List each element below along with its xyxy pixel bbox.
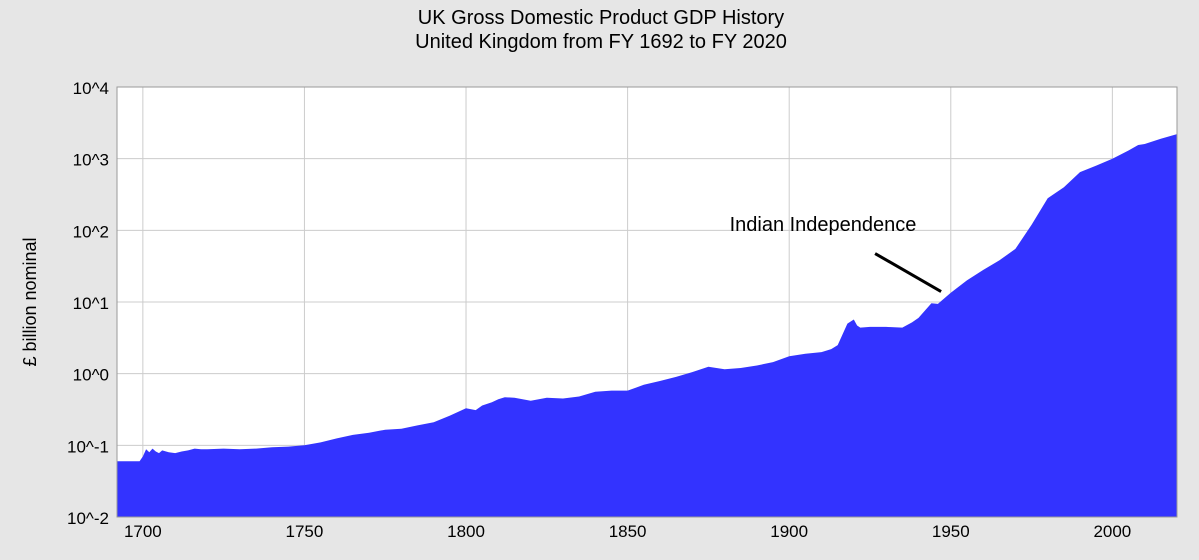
annotation-label: Indian Independence xyxy=(730,214,917,236)
plot-area: 1700 1750 1800 1850 1900 1950 2000 10^-2 10^-1 10… xyxy=(67,79,1178,541)
y-tick-label: 10^3 xyxy=(73,151,109,170)
annotation: Indian Independence xyxy=(730,214,942,293)
x-tick-label: 1900 xyxy=(770,522,808,541)
chart-title: UK Gross Domestic Product GDP History xyxy=(418,7,784,29)
x-tick-label: 2000 xyxy=(1093,522,1131,541)
y-tick-label: 10^-1 xyxy=(67,437,109,456)
y-tick-label: 10^-2 xyxy=(67,509,109,528)
plot-border xyxy=(116,86,1178,518)
x-tick-label: 1700 xyxy=(124,522,162,541)
y-tick-label: 10^1 xyxy=(73,294,109,313)
y-tick-label: 10^4 xyxy=(73,79,109,98)
y-tick-label: 10^2 xyxy=(73,222,109,241)
x-tick-label: 1850 xyxy=(609,522,647,541)
y-axis-label: £ billion nominal xyxy=(20,237,40,366)
chart-subtitle: United Kingdom from FY 1692 to FY 2020 xyxy=(415,31,787,53)
annotation-pointer xyxy=(874,252,942,293)
x-tick-label: 1950 xyxy=(932,522,970,541)
y-tick-label: 10^0 xyxy=(73,366,109,385)
gdp-area xyxy=(117,134,1177,517)
x-tick-label: 1750 xyxy=(286,522,324,541)
x-tick-label: 1800 xyxy=(447,522,485,541)
